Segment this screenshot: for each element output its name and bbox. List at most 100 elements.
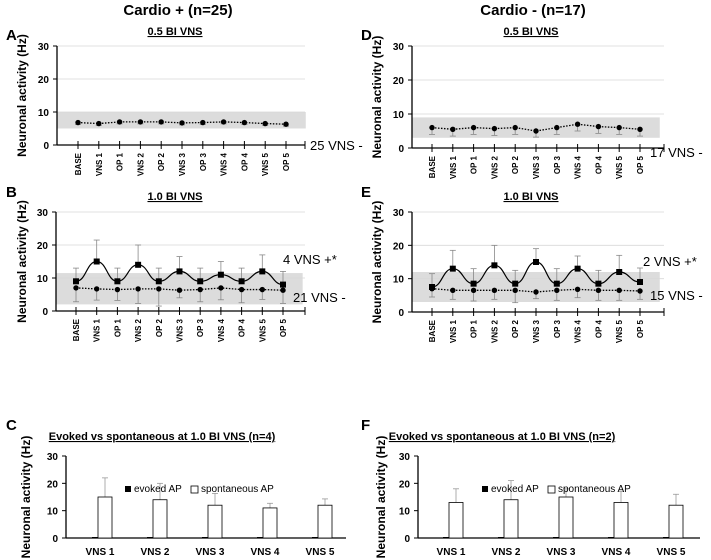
data-point bbox=[179, 120, 185, 126]
data-point bbox=[533, 289, 539, 295]
data-point bbox=[533, 259, 539, 265]
bar-evoked bbox=[257, 537, 263, 538]
y-tick-label: 10 bbox=[37, 274, 49, 285]
data-point bbox=[616, 287, 622, 294]
bar-evoked bbox=[553, 537, 559, 538]
panel-letter-F: F bbox=[361, 417, 370, 434]
legend-label-spontaneous: spontaneous AP bbox=[201, 484, 274, 495]
bar-spontaneous bbox=[668, 504, 684, 539]
x-tick-label: OP 1 bbox=[470, 319, 479, 338]
x-tick-label: VNS 1 bbox=[449, 319, 458, 343]
data-point bbox=[73, 285, 79, 291]
series-annotation: 25 VNS - bbox=[310, 138, 363, 153]
bar-spontaneous bbox=[262, 507, 278, 539]
x-tick-label: OP 3 bbox=[553, 155, 562, 174]
y-tick-label: 0 bbox=[398, 308, 404, 319]
y-tick-label: 0 bbox=[398, 144, 404, 155]
x-tick-label: VNS 4 bbox=[574, 319, 583, 343]
x-tick-label: OP 1 bbox=[113, 318, 122, 337]
data-point bbox=[491, 287, 498, 294]
data-point bbox=[116, 119, 123, 125]
x-tick-label: OP 4 bbox=[594, 155, 603, 174]
data-point bbox=[155, 278, 162, 285]
panel-letter-B: B bbox=[6, 184, 17, 201]
data-point bbox=[135, 261, 142, 268]
y-tick-label: 0 bbox=[404, 534, 410, 545]
legend-label-spontaneous: spontaneous AP bbox=[558, 484, 631, 495]
x-tick-label: OP 4 bbox=[238, 318, 247, 337]
x-tick-label: VNS 5 bbox=[657, 547, 686, 558]
data-point bbox=[96, 120, 102, 127]
x-tick-label: OP 2 bbox=[511, 319, 520, 338]
x-tick-label: OP 2 bbox=[155, 318, 164, 337]
data-point bbox=[491, 125, 498, 132]
legend-swatch-evoked bbox=[125, 486, 131, 492]
bar-evoked bbox=[92, 537, 98, 538]
header-cardio-negative: Cardio - (n=17) bbox=[480, 2, 585, 19]
y-tick-label: 20 bbox=[393, 241, 405, 252]
data-point bbox=[93, 258, 100, 265]
chart-title: 0.5 BI VNS bbox=[147, 26, 202, 38]
series-annotation: 2 VNS +* bbox=[643, 254, 697, 269]
data-point bbox=[470, 287, 477, 294]
bar-evoked bbox=[443, 537, 449, 538]
bar-evoked bbox=[663, 537, 669, 538]
x-tick-label: OP 5 bbox=[282, 152, 291, 171]
data-point bbox=[238, 278, 245, 285]
bar-spontaneous bbox=[558, 496, 574, 539]
x-tick-label: VNS 1 bbox=[93, 318, 102, 342]
y-tick-label: 30 bbox=[393, 42, 405, 53]
y-tick-label: 10 bbox=[399, 507, 411, 518]
bar-spontaneous bbox=[448, 502, 464, 539]
x-tick-label: VNS 1 bbox=[86, 547, 115, 558]
data-point bbox=[218, 285, 224, 291]
bar-evoked bbox=[202, 537, 208, 538]
data-point bbox=[176, 268, 183, 275]
data-point bbox=[450, 287, 456, 294]
data-point bbox=[616, 269, 623, 275]
data-point bbox=[114, 278, 121, 285]
panel-letter-D: D bbox=[361, 27, 372, 44]
x-tick-label: VNS 4 bbox=[251, 547, 280, 558]
series-annotation: 21 VNS - bbox=[293, 290, 346, 305]
data-point bbox=[470, 124, 477, 131]
x-tick-label: VNS 3 bbox=[532, 319, 541, 343]
x-tick-label: VNS 2 bbox=[492, 547, 521, 558]
bar-evoked bbox=[608, 537, 614, 538]
y-tick-label: 30 bbox=[37, 208, 49, 219]
bar-evoked bbox=[498, 537, 504, 538]
legend-swatch-evoked bbox=[482, 486, 488, 492]
bar-spontaneous bbox=[152, 499, 168, 539]
series-line bbox=[431, 123, 641, 132]
x-tick-label: OP 2 bbox=[157, 152, 166, 171]
data-point bbox=[283, 121, 289, 127]
legend-label-evoked: evoked AP bbox=[491, 484, 539, 495]
data-point bbox=[470, 280, 477, 287]
x-tick-label: VNS 5 bbox=[261, 152, 270, 176]
data-point bbox=[450, 126, 456, 132]
data-point bbox=[135, 286, 141, 292]
y-tick-label: 20 bbox=[399, 479, 411, 490]
x-tick-label: OP 3 bbox=[553, 319, 562, 338]
panel-letter-E: E bbox=[361, 184, 371, 201]
y-tick-label: 30 bbox=[393, 208, 405, 219]
data-point bbox=[158, 119, 164, 125]
data-point bbox=[595, 123, 602, 130]
x-tick-label: VNS 4 bbox=[220, 152, 229, 176]
data-point bbox=[197, 278, 204, 285]
data-point bbox=[637, 126, 643, 132]
data-point bbox=[491, 262, 498, 269]
x-tick-label: VNS 2 bbox=[134, 318, 143, 342]
series-annotation: 15 VNS - bbox=[650, 288, 703, 303]
bar-spontaneous bbox=[503, 499, 519, 539]
y-tick-label: 30 bbox=[38, 42, 50, 53]
data-point bbox=[156, 286, 162, 292]
bar-spontaneous bbox=[317, 504, 333, 539]
series-annotation: 17 VNS - bbox=[650, 145, 703, 160]
data-point bbox=[595, 280, 602, 287]
x-tick-label: OP 5 bbox=[636, 319, 645, 338]
x-tick-label: OP 4 bbox=[240, 152, 249, 171]
data-point bbox=[259, 286, 265, 293]
data-point bbox=[280, 287, 286, 293]
